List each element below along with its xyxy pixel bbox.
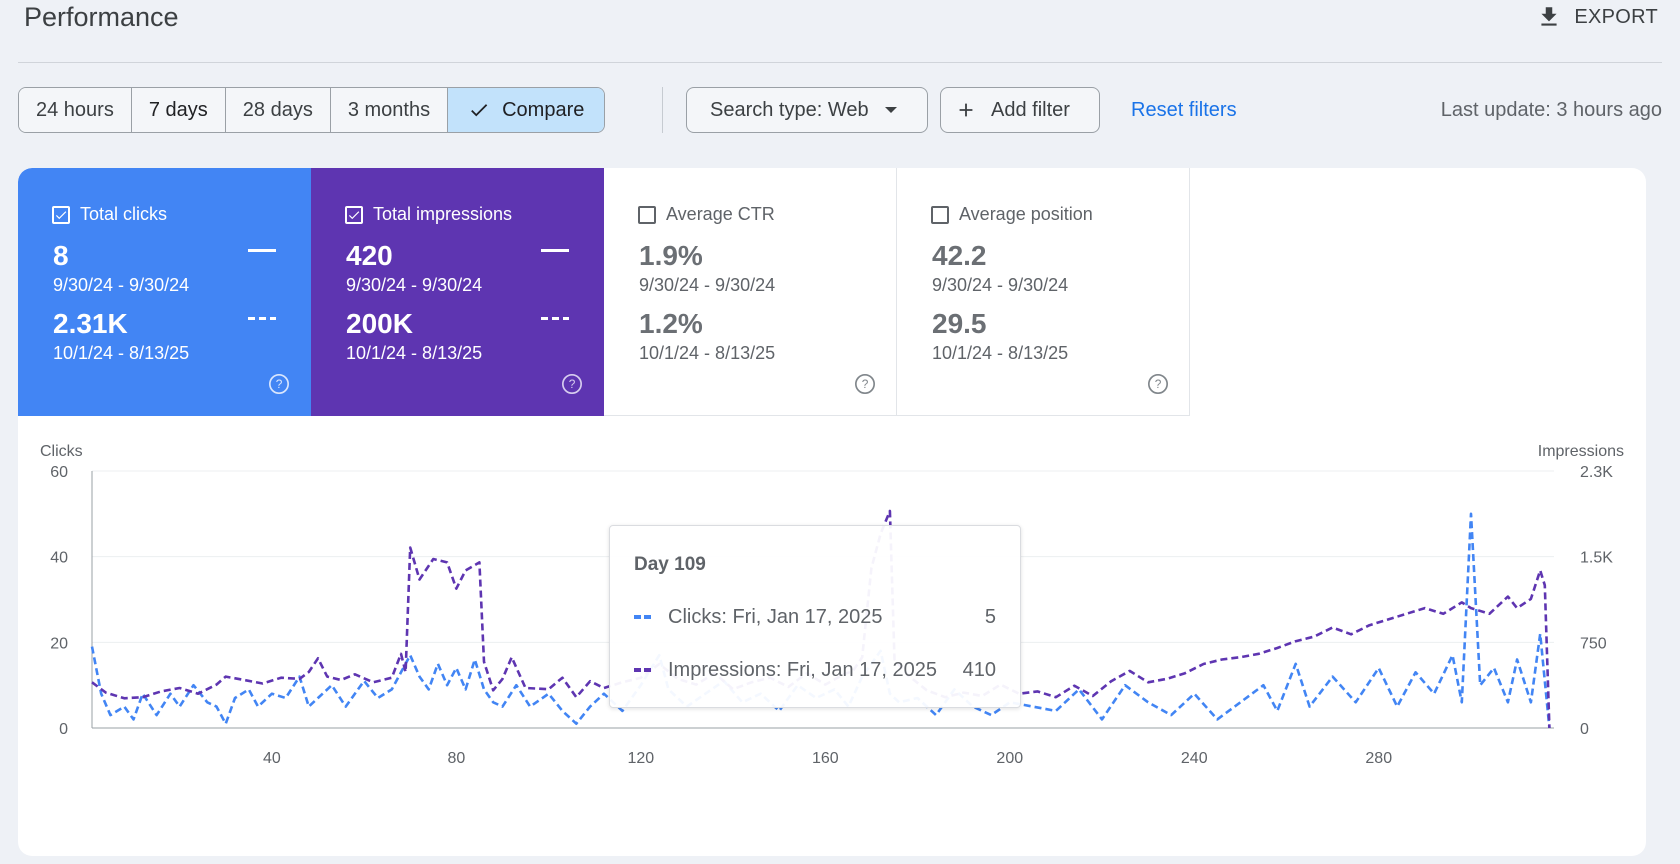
- tooltip-row-value: 5: [984, 605, 996, 628]
- x-tick-label: 160: [812, 750, 839, 767]
- dashed-line-legend-icon: [541, 317, 569, 320]
- metric-label: Average position: [959, 204, 1093, 224]
- metric-card-total-impressions[interactable]: Total impressions 420 9/30/24 - 9/30/24 …: [311, 168, 604, 416]
- y-left-tick-label: 40: [50, 550, 68, 567]
- add-filter-label: Add filter: [991, 98, 1070, 121]
- help-icon[interactable]: ?: [854, 373, 876, 395]
- svg-text:?: ?: [276, 377, 283, 391]
- metric-date-current: 9/30/24 - 9/30/24: [932, 275, 1069, 295]
- metric-date-previous: 10/1/24 - 8/13/25: [53, 343, 190, 363]
- checkbox-checked-icon: [345, 206, 363, 224]
- plus-icon: [959, 103, 973, 117]
- y-right-tick-label: 1.5K: [1580, 550, 1613, 567]
- range-7-days-button[interactable]: 7 days: [131, 88, 226, 132]
- checkbox-unchecked-icon: [638, 206, 656, 224]
- solid-line-legend-icon: [248, 249, 276, 252]
- metric-value-current: 8: [53, 240, 69, 271]
- y-left-tick-label: 20: [50, 635, 68, 652]
- tooltip-row-label: Impressions: Fri, Jan 17, 2025: [668, 658, 938, 681]
- range-28-days-button[interactable]: 28 days: [225, 88, 331, 132]
- x-tick-label: 280: [1365, 750, 1392, 767]
- chart-tooltip: Day 109 Clicks: Fri, Jan 17, 2025 5 Impr…: [609, 525, 1021, 708]
- x-tick-label: 120: [627, 750, 654, 767]
- performance-panel: Total clicks 8 9/30/24 - 9/30/24 2.31K 1…: [18, 168, 1646, 856]
- y-left-tick-label: 0: [59, 721, 68, 738]
- reset-filters-link[interactable]: Reset filters: [1131, 99, 1237, 121]
- metric-date-previous: 10/1/24 - 8/13/25: [639, 343, 776, 363]
- metric-value-previous: 1.2%: [639, 308, 703, 339]
- tooltip-row-impressions: Impressions: Fri, Jan 17, 2025 410: [634, 657, 996, 683]
- range-3-months-button[interactable]: 3 months: [330, 88, 449, 132]
- impressions-series-swatch: [634, 668, 652, 672]
- help-icon[interactable]: ?: [268, 373, 290, 395]
- metric-date-current: 9/30/24 - 9/30/24: [346, 275, 483, 295]
- checkbox-checked-icon: [52, 206, 70, 224]
- metric-date-current: 9/30/24 - 9/30/24: [53, 275, 190, 295]
- search-type-label: Search type: Web: [710, 98, 869, 121]
- svg-text:?: ?: [862, 377, 869, 391]
- metric-label: Total clicks: [80, 204, 168, 224]
- header-divider: [18, 62, 1662, 63]
- toolbar: 24 hours 7 days 28 days 3 months Compare…: [18, 87, 1662, 133]
- y-right-tick-label: 0: [1580, 721, 1589, 738]
- page-title: Performance: [24, 2, 179, 32]
- compare-button[interactable]: Compare: [448, 88, 605, 132]
- svg-text:?: ?: [1155, 377, 1162, 391]
- metric-date-previous: 10/1/24 - 8/13/25: [932, 343, 1069, 363]
- y-left-tick-label: 60: [50, 464, 68, 481]
- y-axis-right-title: Impressions: [1538, 443, 1624, 460]
- metric-card-average-ctr[interactable]: Average CTR 1.9% 9/30/24 - 9/30/24 1.2% …: [604, 168, 897, 416]
- caret-down-icon: [884, 107, 897, 113]
- tooltip-row-label: Clicks: Fri, Jan 17, 2025: [668, 605, 883, 628]
- metric-value-previous: 29.5: [932, 308, 987, 339]
- metric-value-previous: 2.31K: [53, 308, 128, 339]
- x-tick-label: 40: [263, 750, 281, 767]
- help-icon[interactable]: ?: [561, 373, 583, 395]
- metric-value-current: 420: [346, 240, 393, 271]
- y-right-tick-label: 750: [1580, 635, 1607, 652]
- tooltip-row-value: 410: [962, 658, 996, 681]
- compare-label: Compare: [502, 98, 585, 121]
- tooltip-row-clicks: Clicks: Fri, Jan 17, 2025 5: [634, 604, 996, 630]
- dashed-line-legend-icon: [248, 317, 276, 320]
- checkbox-unchecked-icon: [931, 206, 949, 224]
- search-type-dropdown[interactable]: Search type: Web: [686, 87, 928, 133]
- metric-label: Average CTR: [666, 204, 775, 224]
- download-icon: [1541, 7, 1557, 26]
- date-range-selector: 24 hours 7 days 28 days 3 months Compare: [18, 87, 606, 133]
- clicks-series-swatch: [634, 615, 652, 619]
- y-axis-left-title: Clicks: [40, 443, 83, 460]
- metric-date-previous: 10/1/24 - 8/13/25: [346, 343, 483, 363]
- metric-card-total-clicks[interactable]: Total clicks 8 9/30/24 - 9/30/24 2.31K 1…: [18, 168, 311, 416]
- help-icon[interactable]: ?: [1147, 373, 1169, 395]
- toolbar-separator: [662, 87, 663, 133]
- add-filter-button[interactable]: Add filter: [940, 87, 1100, 133]
- x-tick-label: 80: [447, 750, 465, 767]
- metric-card-average-position[interactable]: Average position 42.2 9/30/24 - 9/30/24 …: [897, 168, 1190, 416]
- metric-value-current: 1.9%: [639, 240, 703, 271]
- metric-value-current: 42.2: [932, 240, 987, 271]
- x-tick-label: 240: [1181, 750, 1208, 767]
- svg-text:?: ?: [569, 377, 576, 391]
- export-button[interactable]: EXPORT: [1536, 4, 1658, 30]
- tooltip-title: Day 109: [634, 554, 706, 575]
- metric-date-current: 9/30/24 - 9/30/24: [639, 275, 776, 295]
- export-label: EXPORT: [1574, 5, 1658, 28]
- range-24-hours-button[interactable]: 24 hours: [19, 88, 132, 132]
- x-tick-label: 200: [996, 750, 1023, 767]
- y-right-tick-label: 2.3K: [1580, 464, 1613, 481]
- metric-label: Total impressions: [373, 204, 513, 224]
- metric-value-previous: 200K: [346, 308, 413, 339]
- solid-line-legend-icon: [541, 249, 569, 252]
- check-icon: [471, 104, 488, 117]
- last-update-text: Last update: 3 hours ago: [1440, 99, 1662, 121]
